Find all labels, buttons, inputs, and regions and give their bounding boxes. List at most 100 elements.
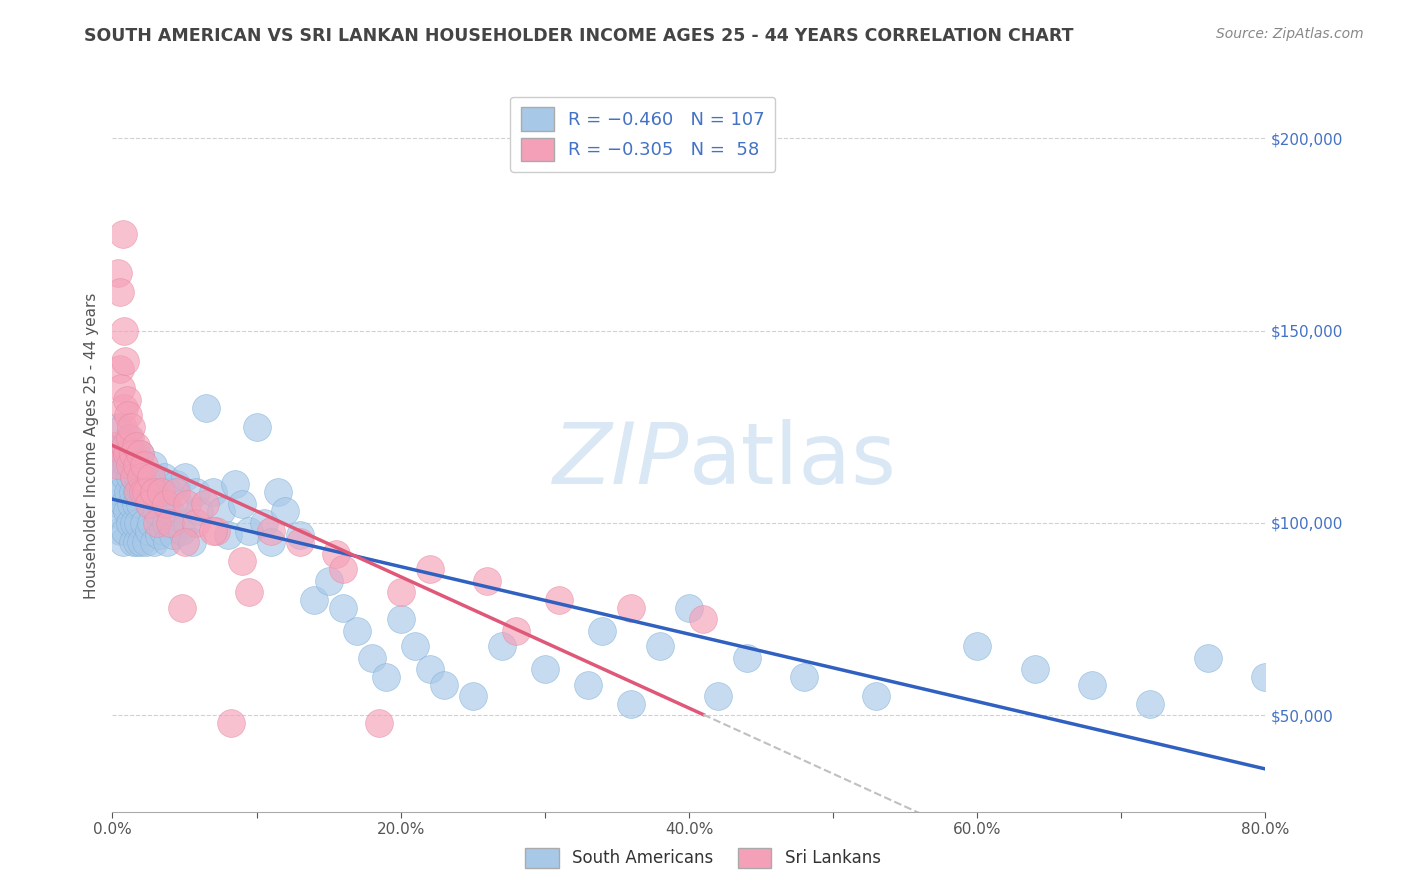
Point bbox=[132, 485, 155, 500]
Point bbox=[332, 562, 354, 576]
Point bbox=[118, 470, 141, 484]
Point bbox=[124, 497, 146, 511]
Point bbox=[231, 554, 253, 568]
Point bbox=[167, 497, 190, 511]
Point bbox=[288, 535, 311, 549]
Point bbox=[141, 470, 163, 484]
Point bbox=[111, 439, 134, 453]
Point bbox=[115, 458, 138, 473]
Point bbox=[148, 527, 170, 541]
Point bbox=[865, 690, 887, 704]
Point bbox=[146, 516, 169, 530]
Point bbox=[117, 431, 139, 445]
Point bbox=[475, 574, 499, 588]
Point bbox=[195, 401, 218, 415]
Point bbox=[142, 458, 165, 473]
Point bbox=[138, 524, 160, 538]
Point bbox=[1081, 678, 1104, 692]
Point bbox=[253, 516, 276, 530]
Point bbox=[127, 470, 149, 484]
Text: atlas: atlas bbox=[689, 419, 897, 502]
Point bbox=[124, 439, 146, 453]
Point bbox=[128, 497, 150, 511]
Point bbox=[118, 431, 141, 445]
Point bbox=[110, 508, 132, 523]
Point bbox=[114, 524, 136, 538]
Point bbox=[124, 447, 146, 461]
Point bbox=[1254, 670, 1277, 684]
Point bbox=[162, 527, 184, 541]
Point bbox=[165, 485, 187, 500]
Point bbox=[260, 524, 283, 538]
Point bbox=[145, 485, 167, 500]
Point bbox=[112, 447, 135, 461]
Text: ZIP: ZIP bbox=[553, 419, 689, 502]
Point bbox=[129, 470, 153, 484]
Point bbox=[134, 516, 156, 530]
Point bbox=[246, 419, 269, 434]
Point bbox=[104, 447, 127, 461]
Point bbox=[238, 585, 260, 599]
Point bbox=[793, 670, 815, 684]
Point bbox=[117, 408, 139, 422]
Point bbox=[128, 447, 150, 461]
Point bbox=[150, 497, 173, 511]
Point bbox=[260, 535, 283, 549]
Y-axis label: Householder Income Ages 25 - 44 years: Householder Income Ages 25 - 44 years bbox=[83, 293, 98, 599]
Point bbox=[141, 516, 163, 530]
Point bbox=[159, 516, 181, 530]
Point bbox=[112, 497, 135, 511]
Point bbox=[304, 593, 326, 607]
Point bbox=[129, 485, 153, 500]
Point bbox=[375, 670, 398, 684]
Point bbox=[534, 662, 557, 676]
Point bbox=[433, 678, 456, 692]
Point bbox=[125, 485, 148, 500]
Point bbox=[267, 485, 290, 500]
Point bbox=[318, 574, 340, 588]
Point bbox=[104, 439, 127, 453]
Point bbox=[548, 593, 571, 607]
Point bbox=[224, 477, 246, 491]
Point bbox=[505, 624, 527, 638]
Point bbox=[184, 516, 207, 530]
Point bbox=[707, 690, 730, 704]
Point bbox=[194, 497, 217, 511]
Point bbox=[360, 650, 382, 665]
Point bbox=[120, 419, 142, 434]
Point bbox=[170, 524, 193, 538]
Point bbox=[325, 547, 347, 561]
Point bbox=[155, 497, 177, 511]
Point bbox=[576, 678, 599, 692]
Point bbox=[188, 504, 211, 518]
Point bbox=[159, 504, 181, 518]
Point bbox=[143, 485, 166, 500]
Point bbox=[209, 504, 232, 518]
Text: SOUTH AMERICAN VS SRI LANKAN HOUSEHOLDER INCOME AGES 25 - 44 YEARS CORRELATION C: SOUTH AMERICAN VS SRI LANKAN HOUSEHOLDER… bbox=[84, 27, 1074, 45]
Point bbox=[118, 516, 141, 530]
Point bbox=[114, 439, 136, 453]
Point bbox=[122, 470, 145, 484]
Point bbox=[966, 639, 988, 653]
Point bbox=[107, 266, 129, 280]
Point bbox=[389, 612, 412, 626]
Point bbox=[121, 485, 143, 500]
Point bbox=[108, 362, 131, 376]
Point bbox=[114, 354, 136, 368]
Point bbox=[110, 381, 132, 395]
Point bbox=[118, 458, 141, 473]
Text: Source: ZipAtlas.com: Source: ZipAtlas.com bbox=[1216, 27, 1364, 41]
Point bbox=[156, 535, 179, 549]
Point bbox=[115, 504, 138, 518]
Point bbox=[128, 447, 150, 461]
Point bbox=[112, 401, 135, 415]
Legend: R = −0.460   N = 107, R = −0.305   N =  58: R = −0.460 N = 107, R = −0.305 N = 58 bbox=[510, 96, 776, 172]
Point bbox=[692, 612, 714, 626]
Point bbox=[135, 535, 157, 549]
Point bbox=[231, 497, 253, 511]
Point bbox=[1197, 650, 1219, 665]
Point bbox=[389, 585, 412, 599]
Point bbox=[108, 285, 131, 299]
Point bbox=[346, 624, 368, 638]
Point bbox=[120, 447, 142, 461]
